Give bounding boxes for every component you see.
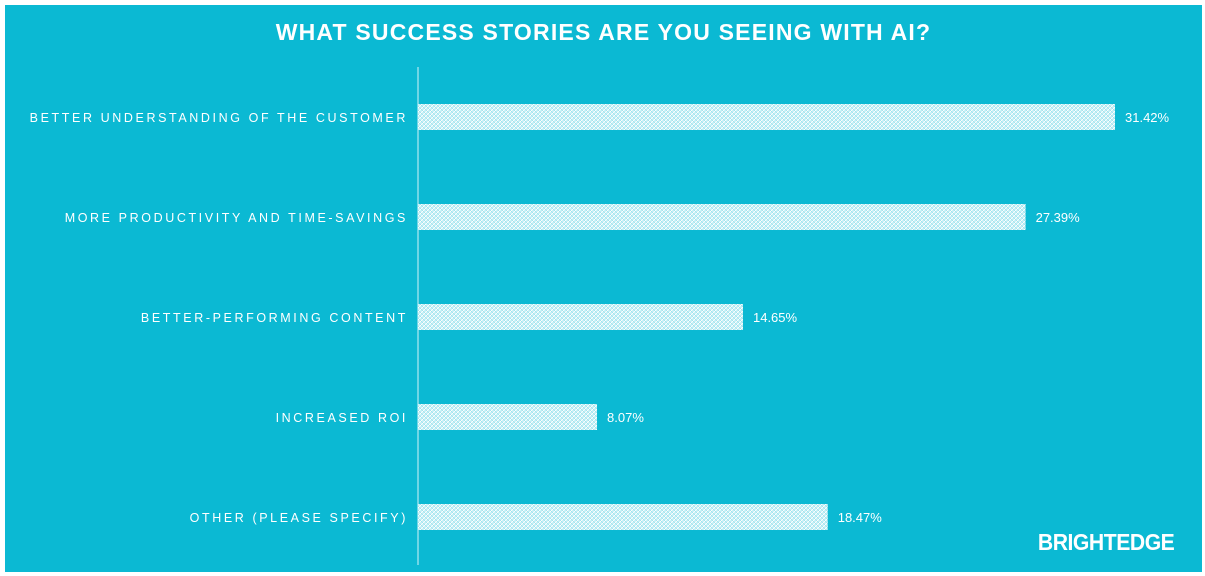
value-label: 27.39%	[1036, 210, 1081, 225]
bars-group: BETTER UNDERSTANDING OF THE CUSTOMER 31.4…	[30, 104, 1170, 530]
category-label: BETTER UNDERSTANDING OF THE CUSTOMER	[30, 111, 408, 125]
bar-3	[418, 404, 598, 430]
chart-title: WHAT SUCCESS STORIES ARE YOU SEEING WITH…	[275, 19, 932, 45]
bar-chart: BETTER UNDERSTANDING OF THE CUSTOMER 31.4…	[30, 67, 1170, 565]
bar-1	[418, 204, 1026, 230]
bar-4	[418, 504, 828, 530]
value-label: 14.65%	[753, 310, 798, 325]
bar-2	[418, 304, 743, 330]
value-label: 18.47%	[838, 510, 883, 525]
category-label: INCREASED ROI	[276, 411, 408, 425]
chart-frame: WHAT SUCCESS STORIES ARE YOU SEEING WITH…	[5, 5, 1202, 572]
category-label: MORE PRODUCTIVITY AND TIME-SAVINGS	[65, 211, 408, 225]
value-label: 8.07%	[607, 410, 644, 425]
category-label: BETTER-PERFORMING CONTENT	[141, 311, 408, 325]
brightedge-logo: BRIGHTEDGE	[1037, 529, 1175, 555]
bar-0	[418, 104, 1115, 130]
value-label: 31.42%	[1125, 110, 1170, 125]
category-label: OTHER (PLEASE SPECIFY)	[190, 511, 408, 525]
